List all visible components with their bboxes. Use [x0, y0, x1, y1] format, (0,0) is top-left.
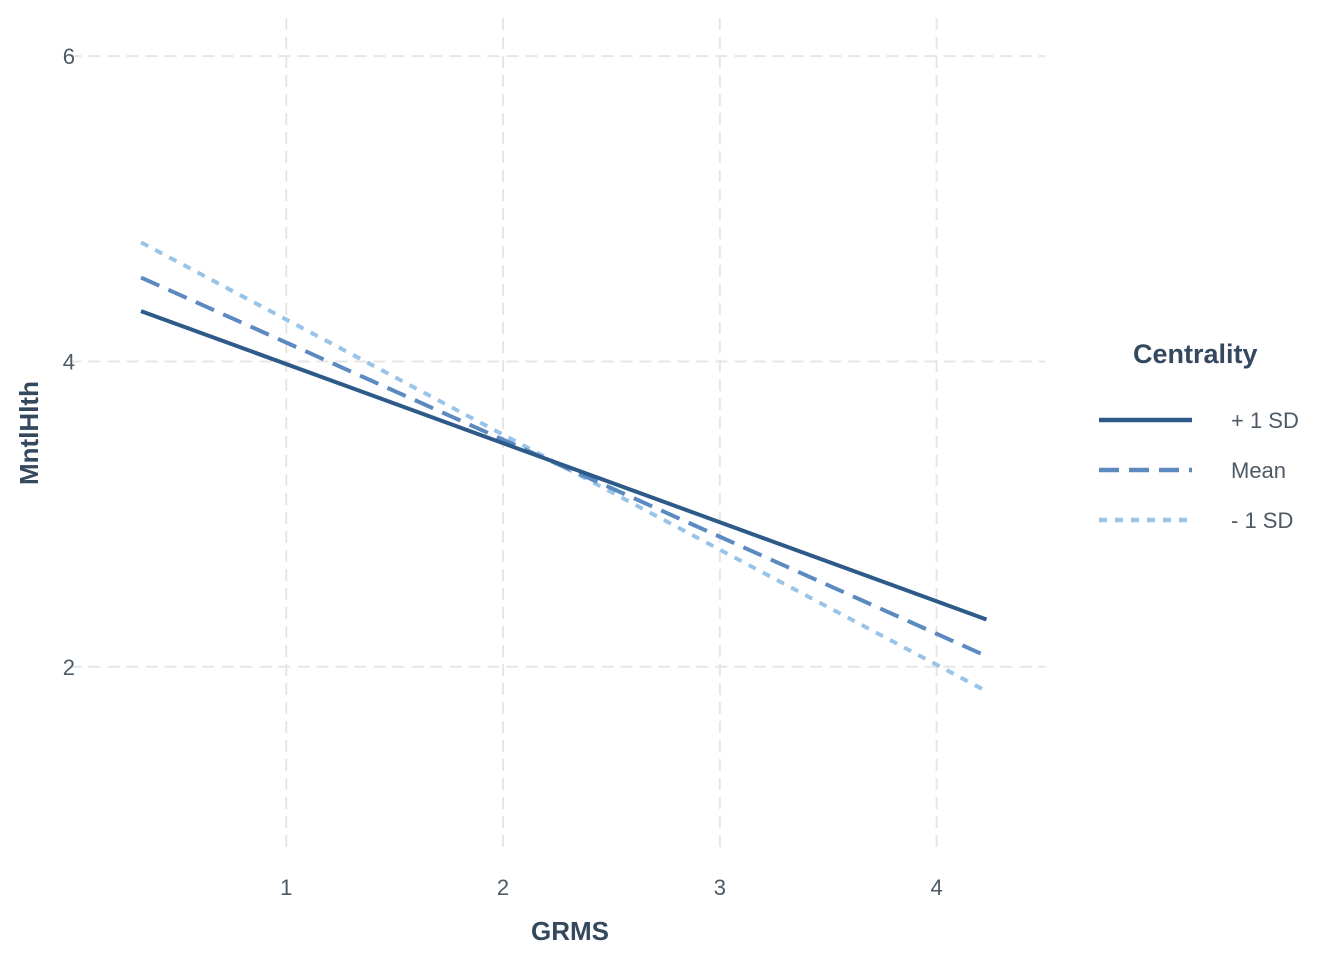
x-tick-label: 1: [280, 875, 292, 900]
x-tick-label: 3: [714, 875, 726, 900]
x-tick-labels: 1 2 3 4: [280, 875, 943, 900]
legend-title: Centrality: [1133, 339, 1258, 369]
legend-label-2: Mean: [1231, 458, 1286, 483]
x-axis-title: GRMS: [531, 916, 609, 946]
y-tick-label: 2: [63, 655, 75, 680]
grid-vertical: [285, 18, 938, 850]
y-tick-label: 4: [63, 349, 75, 374]
legend-items: + 1 SD Mean - 1 SD: [1099, 408, 1299, 533]
y-tick-label: 6: [63, 44, 75, 69]
legend: Centrality + 1 SD Mean - 1 SD: [1099, 339, 1299, 533]
grid-horizontal: [69, 55, 1045, 668]
legend-label-3: - 1 SD: [1231, 508, 1293, 533]
x-tick-label: 2: [497, 875, 509, 900]
x-tick-label: 4: [930, 875, 942, 900]
y-tick-labels: 2 4 6: [63, 44, 75, 680]
series-layer: [140, 240, 988, 693]
legend-label-1: + 1 SD: [1231, 408, 1299, 433]
series-line-1: [140, 309, 988, 622]
y-axis-title: MntlHlth: [14, 381, 44, 485]
